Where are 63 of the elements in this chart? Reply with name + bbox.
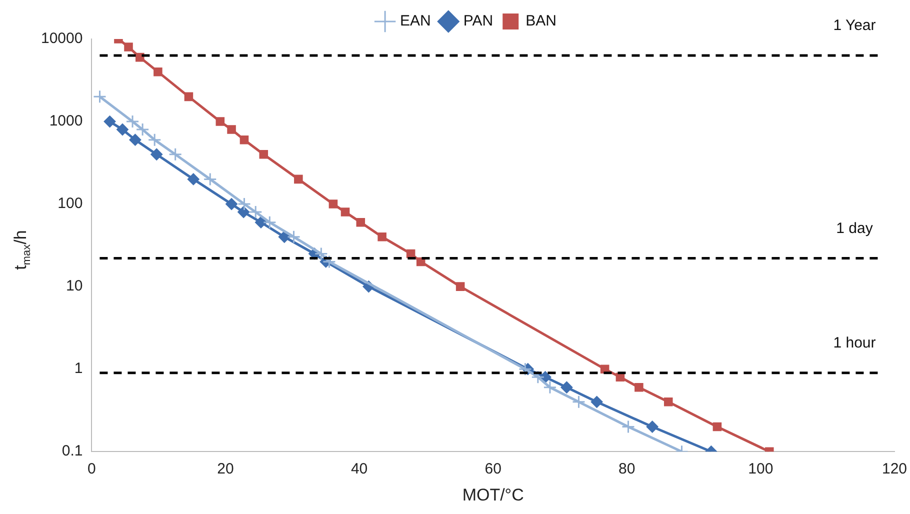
point [340, 208, 350, 216]
point [238, 206, 250, 218]
point [378, 232, 386, 242]
point [184, 92, 194, 102]
point [240, 135, 249, 144]
y-tick-label: 0.1 [62, 442, 83, 460]
point [135, 52, 144, 62]
point [148, 133, 162, 147]
x-tick-label: 40 [350, 460, 368, 478]
legend-label: BAN [526, 12, 556, 30]
point [543, 380, 557, 394]
point [294, 174, 303, 184]
point [227, 125, 236, 134]
x-axis-title: MOT/°C [462, 485, 524, 504]
point [572, 395, 586, 409]
point [531, 370, 545, 384]
x-tick-label: 20 [217, 460, 234, 478]
ref-line-label: 1 Year [833, 17, 876, 34]
point [116, 124, 128, 136]
point [104, 116, 116, 128]
y-tick-label: 1000 [49, 112, 83, 130]
ref-line-label: 1 day [836, 220, 874, 237]
x-tick-label: 80 [618, 460, 636, 478]
point [634, 383, 644, 392]
y-tick-label: 10 [66, 278, 83, 295]
point [216, 117, 225, 126]
point [129, 134, 142, 146]
x-tick-label: 120 [882, 460, 907, 478]
point [356, 218, 366, 227]
point [150, 148, 163, 160]
point [621, 420, 635, 434]
point [237, 197, 251, 211]
point [712, 422, 722, 432]
y-tick-label: 10000 [40, 30, 83, 48]
point [590, 396, 603, 408]
point [456, 282, 465, 291]
point [262, 216, 276, 230]
point [560, 381, 573, 394]
point [126, 114, 140, 128]
point [154, 67, 162, 76]
point [664, 398, 673, 406]
point [518, 362, 532, 376]
point [136, 122, 150, 136]
point [168, 148, 182, 162]
point [328, 200, 338, 208]
point [254, 216, 267, 228]
x-tick-label: 100 [748, 460, 774, 478]
point [124, 42, 133, 52]
legend-label: EAN [400, 12, 431, 30]
legend-label: PAN [463, 12, 494, 30]
point [92, 90, 106, 104]
y-tick-label: 100 [58, 195, 83, 212]
point [286, 230, 300, 244]
point [248, 205, 262, 219]
x-tick-label: 0 [88, 460, 96, 478]
point [226, 198, 238, 210]
ref-line-label: 1 hour [833, 334, 876, 352]
point [203, 172, 217, 186]
x-tick-label: 60 [484, 460, 502, 478]
point [259, 150, 268, 159]
point [187, 173, 200, 186]
y-tick-label: 1 [74, 360, 83, 378]
point [646, 420, 658, 433]
